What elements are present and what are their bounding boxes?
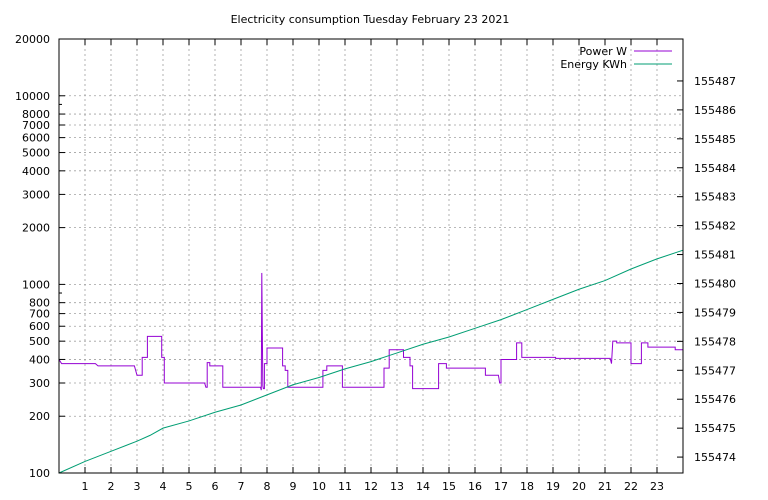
y-tick-label: 500: [29, 335, 50, 348]
x-tick-label: 6: [212, 480, 219, 493]
x-tick-label: 21: [598, 480, 612, 493]
x-tick-label: 16: [468, 480, 482, 493]
x-tick-label: 12: [364, 480, 378, 493]
y-tick-label: 7000: [22, 119, 50, 132]
x-tick-label: 8: [264, 480, 271, 493]
y-tick-label: 400: [29, 353, 50, 366]
legend-label-energy: Energy KWh: [560, 58, 627, 71]
series-line-power: [58, 272, 683, 391]
legend-label-power: Power W: [579, 45, 627, 58]
x-tick-label: 20: [572, 480, 586, 493]
x-tick-label: 10: [312, 480, 326, 493]
x-tick-label: 23: [650, 480, 664, 493]
y-tick-label: 1000: [22, 278, 50, 291]
y2-tick-label: 155474: [694, 451, 736, 464]
x-tick-label: 2: [108, 480, 115, 493]
y-tick-label: 4000: [22, 165, 50, 178]
y2-tick-label: 155486: [694, 104, 736, 117]
y-tick-label: 700: [29, 308, 50, 321]
grid: [59, 39, 683, 473]
series-line-energy: [58, 249, 684, 474]
y-tick-label: 2000: [22, 222, 50, 235]
y2-tick-label: 155483: [694, 191, 736, 204]
x-tick-label: 14: [416, 480, 430, 493]
x-tick-label: 9: [290, 480, 297, 493]
y2-tick-label: 155476: [694, 393, 736, 406]
x-tick-label: 22: [624, 480, 638, 493]
y-tick-label: 100: [29, 467, 50, 480]
y-tick-label: 800: [29, 297, 50, 310]
x-tick-label: 3: [134, 480, 141, 493]
y-tick-label: 3000: [22, 188, 50, 201]
y-tick-label: 5000: [22, 147, 50, 160]
y-tick-label: 10000: [15, 90, 50, 103]
x-tick-label: 17: [494, 480, 508, 493]
y-tick-label: 6000: [22, 132, 50, 145]
y2-tick-label: 155485: [694, 133, 736, 146]
legend: Power W Energy KWh: [560, 45, 672, 71]
x-tick-label: 11: [338, 480, 352, 493]
y-tick-label: 200: [29, 410, 50, 423]
y2-tick-label: 155475: [694, 422, 736, 435]
y2-tick-label: 155478: [694, 335, 736, 348]
y2-tick-label: 155477: [694, 364, 736, 377]
x-tick-label: 15: [442, 480, 456, 493]
x-tick-label: 18: [520, 480, 534, 493]
x-tick-label: 13: [390, 480, 404, 493]
y-tick-label: 600: [29, 320, 50, 333]
x-tick-label: 7: [238, 480, 245, 493]
ticks: 1 2 3 4 5 6 7 8 9 10 11 12 13 14 15 16 17 18 19 20 21 22 23100…: [15, 33, 736, 493]
x-tick-label: 4: [160, 480, 167, 493]
chart-title: Electricity consumption Tuesday February…: [231, 13, 510, 26]
y2-tick-label: 155484: [694, 162, 736, 175]
y2-tick-label: 155479: [694, 306, 736, 319]
y-tick-label: 20000: [15, 33, 50, 46]
x-tick-label: 19: [546, 480, 560, 493]
y-tick-label: 300: [29, 377, 50, 390]
y2-tick-label: 155481: [694, 249, 736, 262]
y-tick-label: 8000: [22, 108, 50, 121]
x-tick-label: 5: [186, 480, 193, 493]
series-layer: [58, 249, 684, 474]
x-tick-label: 1: [82, 480, 89, 493]
y2-tick-label: 155480: [694, 277, 736, 290]
y2-tick-label: 155487: [694, 75, 736, 88]
y2-tick-label: 155482: [694, 220, 736, 233]
